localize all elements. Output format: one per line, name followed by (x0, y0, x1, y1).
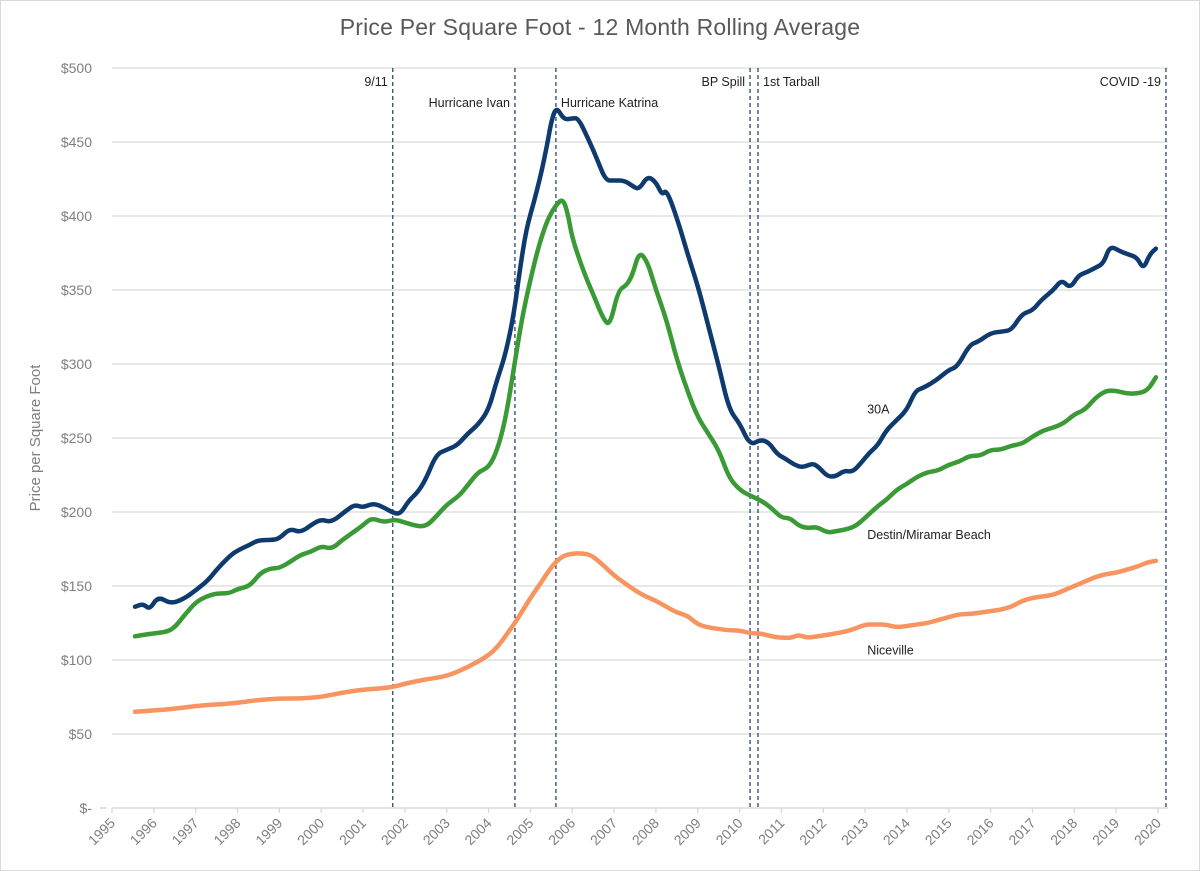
y-tick-label: $450 (61, 134, 92, 150)
y-tick-label: $400 (61, 208, 92, 224)
event-label: COVID -19 (1100, 75, 1161, 89)
x-tick-label: 2020 (1131, 815, 1164, 848)
series-lines (132, 107, 1159, 715)
y-tick-label: $100 (61, 652, 92, 668)
x-tick-label: 2001 (336, 815, 369, 848)
x-tick-label: 2010 (712, 815, 745, 848)
series-label: Niceville (867, 644, 914, 658)
x-tick-label: 2003 (419, 815, 452, 848)
event-label: Hurricane Katrina (561, 96, 658, 110)
x-tick-label: 2016 (963, 815, 996, 848)
y-tick-label: $- (80, 800, 93, 816)
y-tick-label: $50 (69, 726, 93, 742)
x-tick-label: 2009 (671, 815, 704, 848)
event-label: 1st Tarball (763, 75, 820, 89)
series-labels: 30A Destin/Miramar Beach Niceville (867, 402, 991, 657)
series-line-destin-miramar-beach (132, 198, 1159, 639)
x-tick-label: 2013 (838, 815, 871, 848)
x-tick-label: 2007 (587, 815, 620, 848)
event-label: BP Spill (702, 75, 746, 89)
x-tick-label: 2002 (378, 815, 411, 848)
x-tick-label: 2008 (629, 815, 662, 848)
x-tick-label: 2015 (922, 815, 955, 848)
x-tick-label: 1996 (127, 815, 160, 848)
series-label: Destin/Miramar Beach (867, 528, 991, 542)
x-tick-label: 2004 (461, 815, 494, 848)
x-tick-label: 1998 (210, 815, 243, 848)
x-tick-label: 1995 (85, 815, 118, 848)
x-tick-label: 1999 (252, 815, 285, 848)
event-label: 9/11 (364, 75, 387, 89)
gridlines (112, 67, 1168, 735)
y-tick-label: $500 (61, 60, 92, 76)
x-tick-label: 2018 (1047, 815, 1080, 848)
y-axis-tick-labels: $- $50 $100 $150 $200 $250 $300 $350 $400 $450 $50… (61, 60, 92, 816)
x-tick-label: 2012 (796, 815, 829, 848)
x-tick-label: 2019 (1089, 815, 1122, 848)
x-tick-label: 1997 (168, 815, 201, 848)
x-tick-label: 2000 (294, 815, 327, 848)
y-tick-label: $150 (61, 578, 92, 594)
series-line-30a (132, 107, 1159, 610)
x-tick-label: 2014 (880, 815, 913, 848)
event-label: Hurricane Ivan (429, 96, 510, 110)
x-tick-label: 2011 (755, 815, 788, 848)
y-tick-label: $250 (61, 430, 92, 446)
x-tick-label: 2005 (503, 815, 536, 848)
series-line-niceville (132, 551, 1159, 715)
x-axis: 1995 1996 1997 1998 1999 2000 2001 2002 2003 2004… (85, 807, 1168, 848)
series-label: 30A (867, 402, 890, 416)
x-tick-label: 2006 (545, 815, 578, 848)
x-tick-label: 2017 (1005, 815, 1038, 848)
y-tick-label: $350 (61, 282, 92, 298)
y-tick-label: $300 (61, 356, 92, 372)
y-tick-label: $200 (61, 504, 92, 520)
chart-title: Price Per Square Foot - 12 Month Rolling… (339, 14, 861, 40)
y-axis-title: Price per Square Foot (27, 364, 44, 512)
